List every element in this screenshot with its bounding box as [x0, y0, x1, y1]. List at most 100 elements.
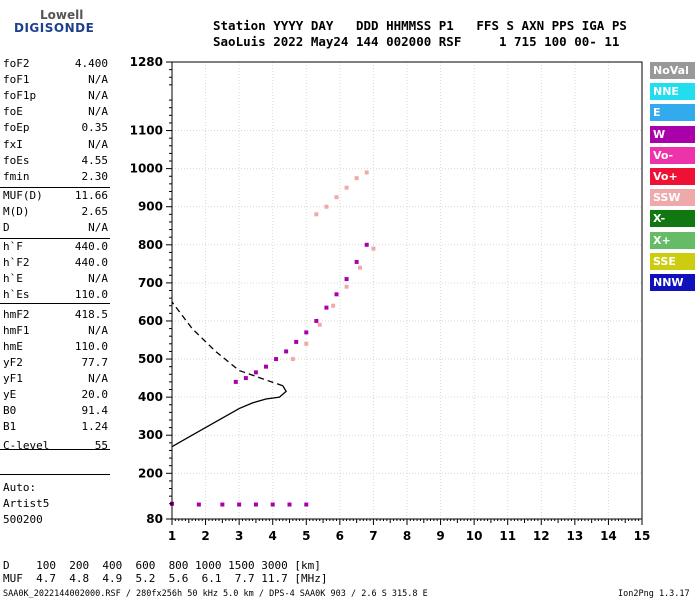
trace-point [290, 357, 295, 362]
param-label: foF2 [3, 57, 30, 70]
trace-point [317, 322, 322, 327]
trace-point [287, 502, 292, 507]
header-line-1: Station YYYY DAY DDD HHMMSS P1 FFS S AXN… [213, 18, 627, 33]
legend-item: NNW [650, 274, 695, 291]
y-tick-label: 1100 [130, 124, 163, 138]
param-label: hmE [3, 339, 23, 353]
auto-artist: Artist5 [3, 497, 50, 510]
y-tick-label: 600 [138, 314, 163, 328]
x-tick-label: 13 [567, 529, 584, 543]
param-label: h`Es [3, 288, 30, 302]
param-value: 11.66 [74, 188, 108, 202]
x-tick-label: 1 [168, 529, 176, 543]
param-label: D [3, 221, 10, 234]
x-tick-label: 7 [369, 529, 377, 543]
trace-point [364, 242, 369, 247]
trace-point [358, 265, 362, 270]
param-label: foF1 [3, 73, 30, 87]
param-label: fxI [3, 137, 23, 151]
param-label: yF2 [3, 355, 23, 369]
legend-item: SSE [650, 252, 695, 270]
x-tick-label: 11 [499, 529, 516, 543]
density-profile-solid [171, 385, 287, 448]
y-tick-label: 300 [138, 428, 163, 442]
trace-point [294, 339, 299, 344]
trace-point [304, 341, 309, 346]
trace-point [334, 195, 339, 200]
param-label: h`F2 [3, 256, 30, 270]
param-label: M(D) [3, 204, 30, 218]
param-value: N/A [88, 221, 108, 234]
param-value: 418.5 [74, 307, 108, 321]
trace-point [364, 170, 369, 175]
panel-separator [0, 187, 110, 188]
trace-point [354, 176, 359, 181]
trace-point [270, 502, 275, 507]
legend-item: X- [650, 210, 695, 228]
param-value: 20.0 [81, 388, 109, 401]
y-tick-label: 200 [138, 466, 163, 480]
param-value: 4.55 [81, 153, 109, 167]
y-tick-label: 1000 [130, 162, 163, 176]
x-tick-label: 2 [201, 529, 209, 543]
panel-separator [0, 238, 110, 239]
logo-lowell: Lowell [40, 8, 84, 22]
y-tick-label: 80 [146, 512, 163, 526]
trace-point [331, 303, 336, 308]
param-label: yF1 [3, 371, 23, 385]
legend-item: E [650, 104, 695, 122]
param-value: 4.400 [74, 57, 108, 70]
param-label: yE [3, 388, 17, 401]
param-value: N/A [88, 89, 108, 103]
legend-item: W [650, 125, 695, 143]
param-label: foF1p [3, 89, 37, 103]
distance-row: D 100 200 400 600 800 1000 1500 3000 [km… [3, 559, 321, 572]
legend-item: SSW [650, 189, 695, 207]
trace-point [274, 357, 279, 362]
x-tick-label: 6 [336, 529, 344, 543]
data-layer [170, 170, 376, 507]
param-label: hmF2 [3, 307, 30, 321]
x-tick-label: 12 [533, 529, 550, 543]
trace-point [304, 502, 309, 507]
auto-label: Auto: [3, 481, 37, 494]
y-tick-label: 400 [138, 390, 163, 404]
param-label: foEs [3, 153, 30, 167]
param-value: N/A [88, 73, 108, 87]
y-tick-label: 500 [138, 352, 163, 366]
panel-separator [0, 303, 110, 304]
param-label: h`E [3, 272, 23, 286]
trace-point [314, 212, 319, 217]
trace-point [334, 292, 339, 297]
trace-point [344, 284, 349, 289]
trace-point [304, 330, 309, 335]
muf-row: MUF 4.7 4.8 4.9 5.2 5.6 6.1 7.7 11.7 [MH… [3, 572, 328, 585]
legend-item: NoVal [650, 62, 695, 79]
x-tick-label: 14 [600, 529, 617, 543]
param-value: N/A [88, 371, 108, 385]
trace-point [284, 349, 289, 354]
logo-digisonde: DIGISONDE [14, 21, 95, 35]
grid-layer [172, 62, 642, 519]
trace-point [324, 204, 329, 209]
param-value: 0.35 [81, 121, 109, 135]
trace-F2-second-hop [314, 170, 369, 217]
legend-item: Vo+ [650, 168, 695, 185]
param-value: 440.0 [74, 240, 108, 254]
trace-point [253, 370, 258, 375]
trace-F2-trace-ssw [290, 246, 376, 362]
trace-point [220, 502, 225, 507]
param-value: 2.30 [81, 169, 109, 183]
y-tick-label: 1280 [130, 55, 163, 69]
param-value: N/A [88, 323, 108, 337]
axis-layer: 1 2 3 4 5 6 7 8 9 10 11 12 13 14 158020030040050060070… [130, 55, 651, 543]
x-tick-label: 15 [634, 529, 651, 543]
param-label: B1 [3, 420, 17, 434]
trace-point [324, 305, 329, 310]
x-tick-label: 3 [235, 529, 243, 543]
param-label: h`F [3, 240, 23, 254]
trace-point [237, 502, 242, 507]
param-value: 440.0 [74, 256, 108, 270]
auto-code: 500200 [3, 513, 43, 526]
param-value: 77.7 [81, 355, 109, 369]
